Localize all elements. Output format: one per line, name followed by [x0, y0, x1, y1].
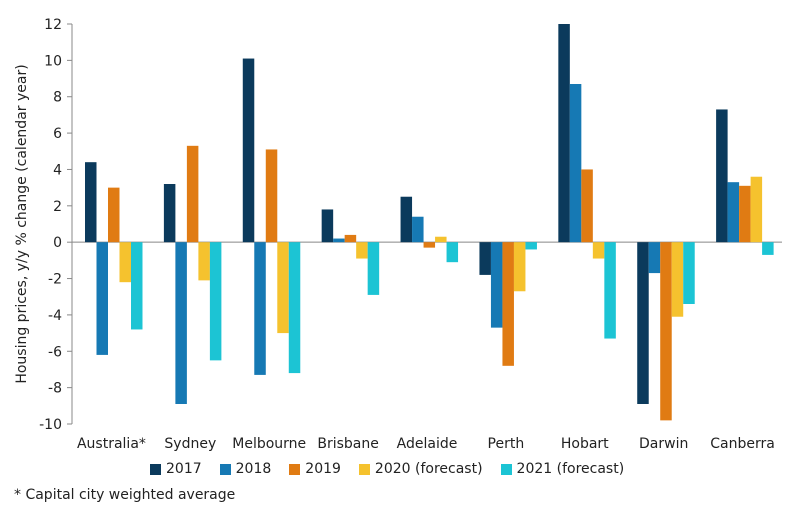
bar [186, 145, 199, 243]
legend-swatch [219, 463, 231, 475]
bar [525, 242, 537, 250]
bar [637, 242, 649, 404]
legend-swatch [358, 463, 370, 475]
legend-label: 2021 (forecast) [516, 461, 625, 477]
x-category-label: Darwin [639, 436, 688, 452]
bar [198, 242, 210, 281]
bar [321, 209, 334, 243]
legend-item: 2019 [289, 461, 341, 477]
bar [265, 149, 278, 243]
bar [367, 242, 380, 295]
bar [108, 187, 120, 243]
bar [683, 242, 695, 304]
legend-label: 2020 (forecast) [374, 461, 483, 477]
bar [435, 236, 447, 243]
legend-swatch [500, 463, 512, 475]
legend-swatch [289, 463, 301, 475]
x-category-label: Sydney [164, 436, 216, 452]
legend-item: 2020 (forecast) [358, 461, 483, 477]
labels: 12 10 8 6 4 2 0 -2 -4 -6 -8 -10 Housing prices, y/y … [14, 17, 775, 452]
bar [412, 216, 424, 243]
bar [513, 242, 526, 292]
bar [750, 176, 763, 243]
bar [288, 242, 301, 374]
bar [739, 185, 751, 243]
y-tick-label: 6 [53, 126, 62, 142]
y-tick-label: 4 [53, 162, 62, 178]
x-category-label: Perth [488, 436, 525, 452]
bar [604, 242, 616, 339]
bars [85, 24, 774, 421]
legend-swatch [150, 463, 161, 475]
bar [356, 242, 368, 259]
bar [569, 84, 582, 243]
y-tick-label: 0 [53, 235, 62, 251]
y-tick-label: -6 [48, 344, 62, 360]
legend-item: 2017 [150, 461, 202, 477]
bar [490, 242, 503, 328]
bar [648, 242, 661, 274]
bar [96, 242, 108, 355]
y-tick-label: -2 [48, 272, 62, 288]
bar [479, 242, 491, 275]
bar [277, 242, 289, 334]
y-tick-label: -8 [48, 381, 62, 397]
y-tick-label: 2 [53, 199, 62, 215]
legend: 2017 2018 2019 2020 (forecast) 2021 (forecas… [150, 461, 624, 477]
x-category-label: Adelaide [397, 436, 458, 452]
bar-chart: 12 10 8 6 4 2 0 -2 -4 -6 -8 -10 Housing prices, y/y … [14, 17, 782, 452]
bar [131, 242, 143, 330]
bar [242, 58, 255, 243]
bar [400, 196, 413, 243]
x-category-label: Australia* [77, 436, 146, 452]
bar [727, 182, 740, 243]
bar [558, 24, 570, 243]
bar [119, 242, 131, 283]
bar [502, 242, 514, 366]
y-axis-title: Housing prices, y/y % change (calendar y… [14, 64, 30, 383]
x-category-label: Melbourne [232, 436, 306, 452]
x-category-label: Canberra [710, 436, 775, 452]
bar [671, 242, 684, 317]
y-tick-label: -10 [39, 417, 62, 433]
bar [446, 242, 459, 263]
legend-item: 2021 (forecast) [500, 461, 625, 477]
bar [175, 242, 187, 404]
bar [209, 242, 222, 361]
legend-label: 2018 [235, 461, 272, 477]
bar [762, 242, 774, 255]
bar [254, 242, 266, 375]
x-category-label: Brisbane [317, 436, 379, 452]
footnote: * Capital city weighted average [14, 487, 236, 503]
bar [163, 184, 176, 243]
legend-item: 2018 [219, 461, 272, 477]
legend-label: 2019 [305, 461, 341, 477]
bar [660, 242, 672, 421]
bar [344, 234, 357, 243]
y-tick-label: -4 [48, 308, 62, 324]
bar [333, 238, 345, 243]
x-category-label: Hobart [561, 436, 609, 452]
bar [423, 242, 436, 248]
y-tick-label: 10 [44, 53, 62, 69]
y-tick-label: 8 [53, 90, 62, 106]
legend-label: 2017 [166, 461, 202, 477]
bar [581, 169, 593, 243]
bar [716, 109, 728, 243]
y-tick-label: 12 [44, 17, 62, 33]
bar [592, 242, 605, 259]
bar [85, 162, 97, 243]
